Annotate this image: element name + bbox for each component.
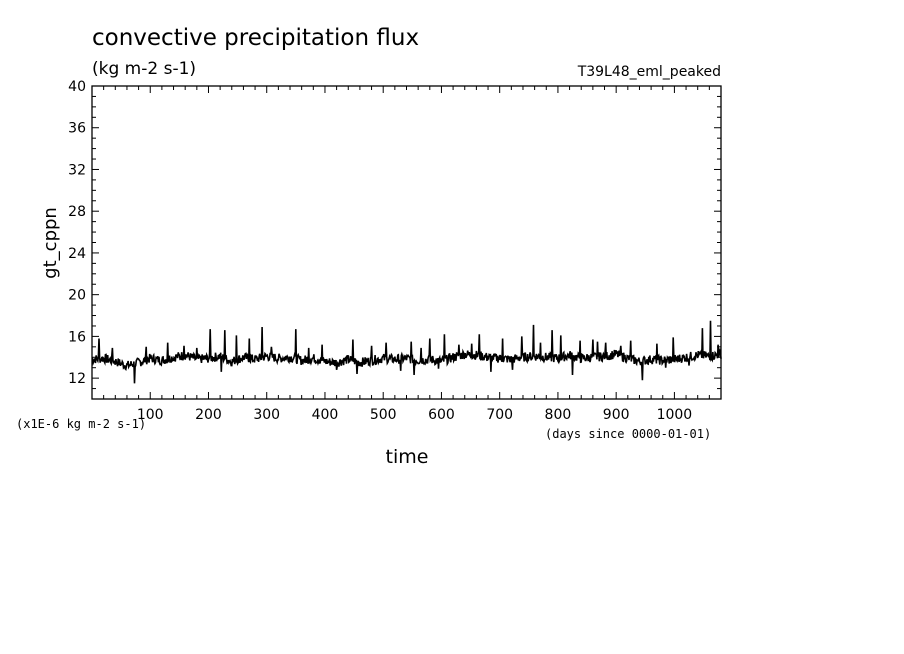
- series-line: [91, 320, 722, 384]
- chart-title: convective precipitation flux: [92, 25, 419, 51]
- y-tick-label: 36: [68, 121, 86, 137]
- x-tick-label: 200: [195, 407, 222, 423]
- x-tick-label: 800: [545, 407, 572, 423]
- run-name: T39L48_eml_peaked: [577, 64, 721, 80]
- y-tick-label: 12: [68, 371, 86, 387]
- x-tick-label: 900: [603, 407, 630, 423]
- y-tick-label: 28: [68, 204, 86, 220]
- y-tick-label: 24: [68, 246, 86, 262]
- y-scale-note: (x1E-6 kg m-2 s-1): [16, 417, 146, 431]
- x-axis-label: time: [386, 446, 429, 468]
- x-tick-label: 700: [486, 407, 513, 423]
- x-tick-label: 600: [428, 407, 455, 423]
- x-axis: 100 200 300 400 500 600 700 800 900 1000: [103, 86, 710, 423]
- y-axis-label: gt_cppn: [40, 207, 61, 279]
- y-tick-label: 40: [68, 79, 86, 95]
- y-axis: 12 16 20 24 28 32 36 40: [68, 79, 721, 400]
- x-units-label: (days since 0000-01-01): [545, 427, 711, 441]
- y-tick-label: 20: [68, 288, 86, 304]
- x-tick-label: 400: [312, 407, 339, 423]
- x-tick-label: 1000: [657, 407, 693, 423]
- x-tick-label: 300: [253, 407, 280, 423]
- x-tick-label: 500: [370, 407, 397, 423]
- series-layer: [91, 320, 722, 384]
- y-tick-label: 32: [68, 162, 86, 178]
- y-tick-label: 16: [68, 329, 86, 345]
- chart-units: (kg m-2 s-1): [92, 59, 196, 79]
- x-tick-label: 100: [137, 407, 164, 423]
